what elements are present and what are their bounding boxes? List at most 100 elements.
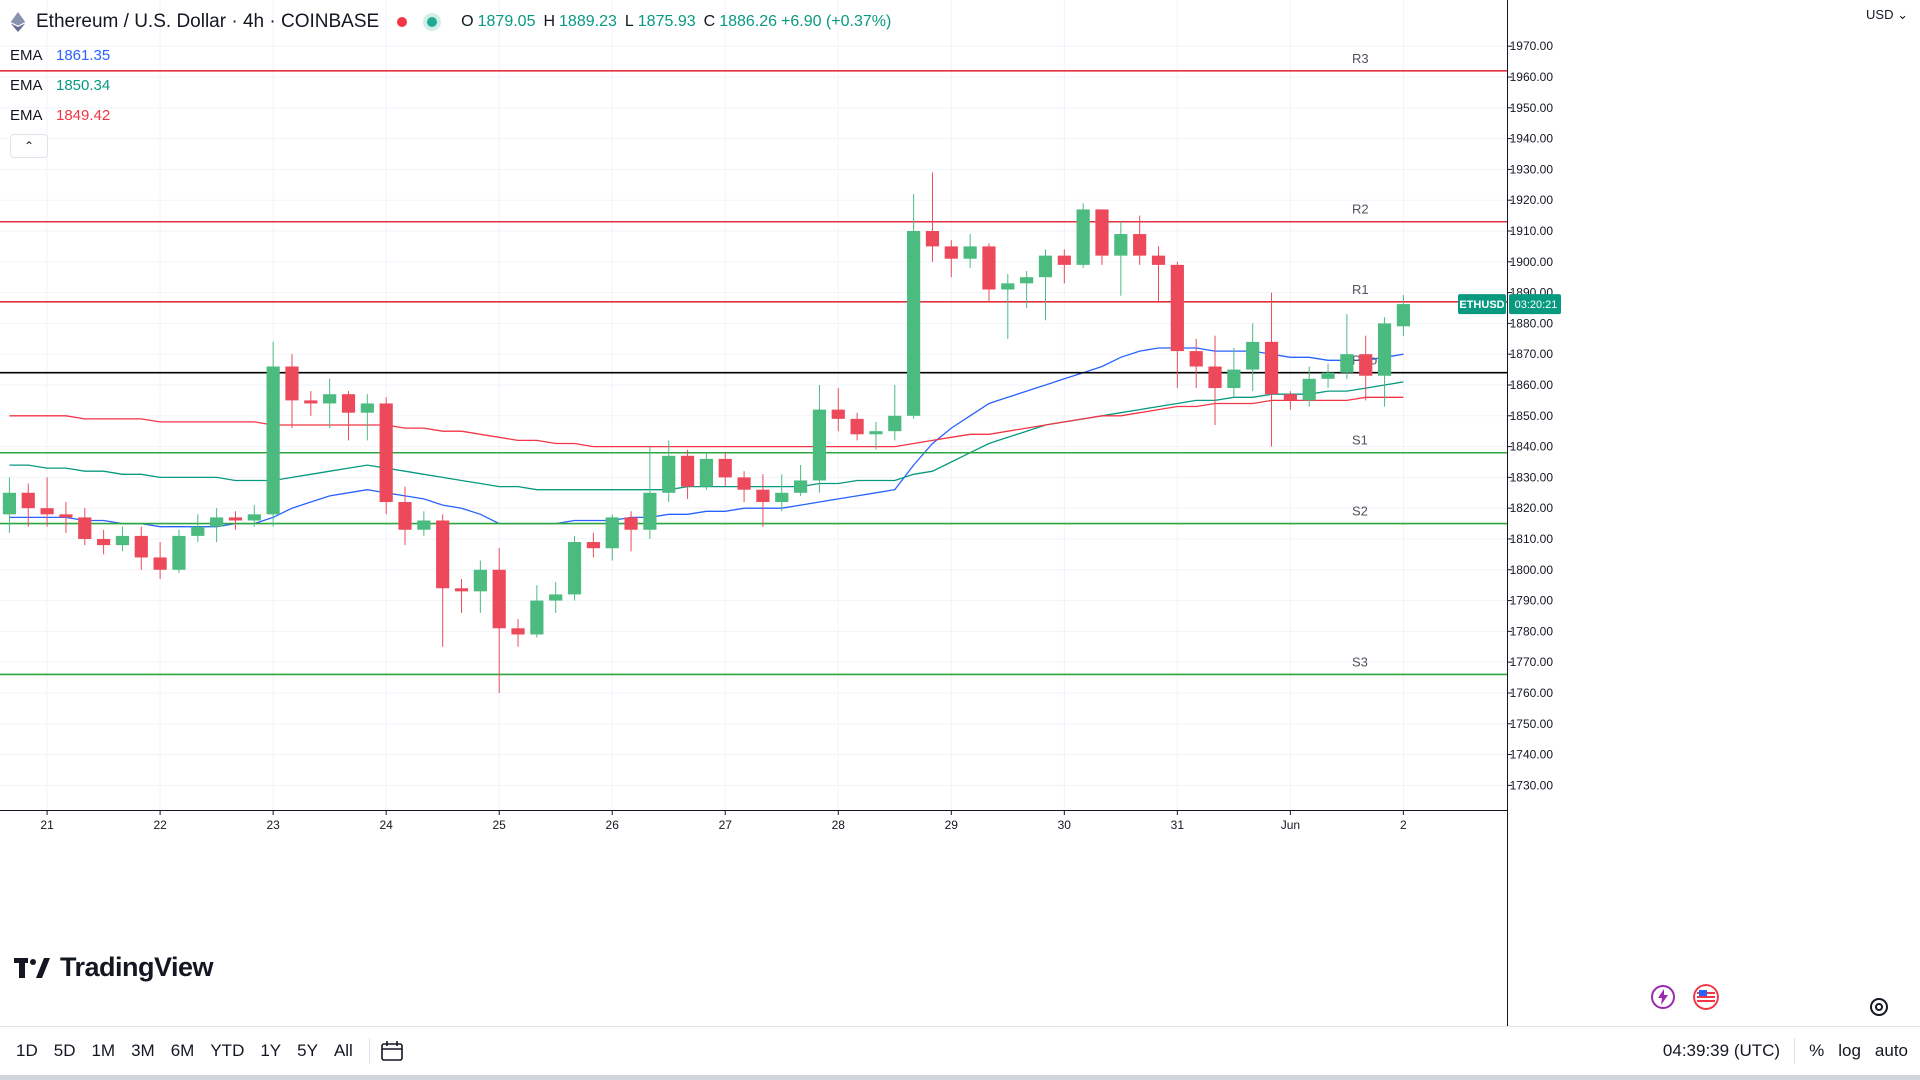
ema-row[interactable]: EMA 1861.35: [10, 40, 110, 70]
candle-body: [1076, 209, 1090, 265]
clock-display[interactable]: 04:39:39 (UTC): [1662, 1041, 1781, 1060]
chevron-down-icon: ⌄: [1897, 7, 1908, 22]
candle-body: [831, 409, 845, 419]
candle-body: [1264, 341, 1279, 395]
price-tick-label: 1960.00: [1510, 70, 1554, 84]
price-tick-label: 1790.00: [1510, 594, 1554, 608]
range-1m-button[interactable]: 1M: [91, 1041, 116, 1060]
time-tick-label: 24: [379, 818, 393, 832]
ema-label: EMA: [10, 46, 43, 64]
candle-body: [1001, 283, 1015, 290]
lightning-icon[interactable]: [1650, 984, 1676, 1010]
range-all-button[interactable]: All: [333, 1041, 353, 1060]
currency-label: USD: [1866, 7, 1894, 22]
countdown-tag: [1509, 294, 1561, 315]
symbol-price-tag: [1458, 294, 1506, 315]
time-tick-label: 22: [153, 818, 167, 832]
candle-body: [586, 542, 600, 549]
candle-body: [1170, 264, 1184, 352]
candle-body: [737, 477, 751, 490]
low-value: 1875.93: [637, 13, 696, 30]
candle-body: [1377, 323, 1392, 376]
price-tick-label: 1740.00: [1510, 748, 1554, 762]
candle-body: [59, 514, 73, 518]
candle-body: [1208, 366, 1222, 389]
log-scale-toggle[interactable]: log: [1838, 1041, 1861, 1060]
candle-body: [1133, 234, 1147, 256]
candle-body: [549, 594, 563, 601]
price-tick-label: 1750.00: [1510, 717, 1554, 731]
bottom-right-controls: 04:39:39 (UTC) % log auto: [1663, 1027, 1908, 1075]
candle-body: [285, 366, 299, 401]
settings-icon[interactable]: [1866, 994, 1892, 1020]
ethereum-icon: [10, 12, 26, 32]
price-tick-label: 1950.00: [1510, 101, 1554, 115]
ema-row[interactable]: EMA 1850.34: [10, 70, 110, 100]
candle-body: [812, 409, 827, 481]
price-tick-label: 1970.00: [1510, 39, 1554, 53]
pivot-levels: R3R2R1PivotS1S2S3: [0, 51, 1507, 676]
level-label: R1: [1352, 282, 1369, 297]
candle-body: [963, 246, 977, 259]
candle-body: [210, 517, 224, 527]
range-1d-button[interactable]: 1D: [16, 1041, 38, 1060]
auto-scale-toggle[interactable]: auto: [1874, 1041, 1908, 1060]
candle-body: [1151, 255, 1166, 265]
candle-body: [360, 403, 374, 413]
ema-row[interactable]: EMA 1849.42: [10, 100, 110, 130]
live-status-icon[interactable]: [427, 17, 438, 27]
ema-line: [9, 396, 1404, 448]
candle-body: [40, 508, 54, 515]
ema-line: [9, 347, 1404, 528]
range-5d-button[interactable]: 5D: [53, 1041, 76, 1060]
ema-value: 1850.34: [56, 76, 111, 94]
time-tick-label: 31: [1171, 818, 1185, 832]
candle-body: [944, 246, 958, 259]
candle-body: [1038, 255, 1053, 278]
candle-body: [680, 455, 695, 487]
level-label: R2: [1352, 202, 1369, 217]
candles: [2, 172, 1410, 693]
time-axis[interactable]: 21 22 23 24 25 26 27 28 29 30 31 Jun 2: [0, 810, 1507, 832]
range-1y-button[interactable]: 1Y: [260, 1041, 282, 1060]
price-tick-label: 1810.00: [1510, 532, 1554, 546]
date-range-icon[interactable]: [380, 1039, 404, 1063]
ema-value: 1861.35: [56, 46, 111, 64]
indicator-legend: EMA 1861.35 EMA 1850.34 EMA 1849.42 ⌃: [10, 40, 110, 158]
price-tick-label: 1770.00: [1510, 655, 1554, 669]
range-ytd-button[interactable]: YTD: [210, 1041, 245, 1060]
us-flag-icon[interactable]: [1693, 984, 1719, 1010]
market-status-icon[interactable]: [397, 17, 408, 27]
candle-body: [850, 418, 864, 435]
range-6m-button[interactable]: 6M: [170, 1041, 195, 1060]
price-tick-label: 1820.00: [1510, 501, 1554, 515]
tradingview-logo[interactable]: TradingView: [14, 952, 214, 983]
candle-body: [115, 535, 130, 546]
symbol-title[interactable]: Ethereum / U.S. Dollar · 4h · COINBASE: [36, 11, 380, 32]
ema-value: 1849.42: [56, 106, 111, 124]
candle-body: [605, 517, 619, 549]
candle-body: [925, 230, 940, 247]
price-chart[interactable]: R3R2R1PivotS1S2S3 1730.001740.001750.001…: [0, 0, 1920, 1026]
chevron-up-icon: ⌃: [23, 139, 35, 153]
candle-body: [775, 492, 789, 503]
percent-scale-toggle[interactable]: %: [1809, 1041, 1825, 1060]
price-tick-label: 1880.00: [1510, 316, 1554, 330]
currency-selector[interactable]: USD ⌄: [1866, 7, 1908, 23]
grid: [0, 0, 1517, 810]
ema-label: EMA: [10, 76, 43, 94]
price-axis-bg: [1507, 0, 1920, 1026]
range-3m-button[interactable]: 3M: [131, 1041, 155, 1060]
price-tick-label: 1840.00: [1510, 440, 1554, 454]
candle-body: [417, 520, 431, 530]
candle-body: [473, 569, 487, 592]
range-5y-button[interactable]: 5Y: [297, 1041, 318, 1060]
price-axis[interactable]: 1730.00 1740.00 1750.00 1760.00 1770.00 1780.…: [1458, 0, 1920, 1026]
candle-body: [247, 514, 261, 521]
collapse-legend-button[interactable]: ⌃: [10, 134, 48, 158]
candle-body: [567, 542, 582, 595]
toolbar-divider: [368, 1038, 370, 1064]
ema-lines: [9, 347, 1404, 528]
candle-body: [323, 394, 337, 404]
candle-body: [907, 230, 921, 416]
